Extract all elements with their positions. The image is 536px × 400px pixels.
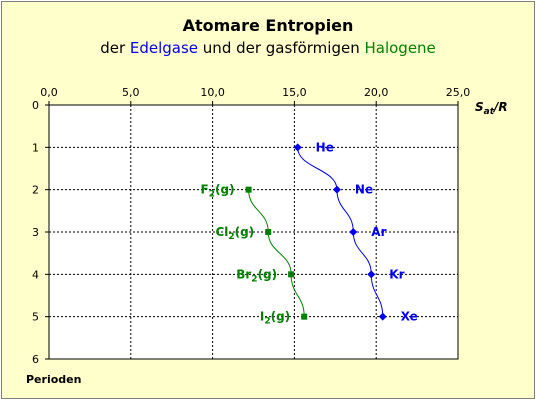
subtitle-part-3: und der gasförmigen [198, 39, 365, 57]
data-point-marker [349, 228, 358, 236]
x-axis-label-tail: /R [492, 100, 508, 114]
point-label-sub: 2 [209, 190, 215, 200]
data-point-label: Ne [355, 183, 373, 197]
x-axis-label: Sat/R [475, 100, 508, 117]
data-point-label: F2(g) [201, 183, 235, 200]
data-point-marker [332, 185, 341, 194]
y-tick-label: 6 [32, 353, 39, 366]
y-tick-label: 1 [32, 141, 39, 154]
subtitle-part-1: der [100, 39, 130, 57]
point-label-main: He [316, 140, 334, 154]
data-point-marker [293, 143, 302, 152]
y-tick-label: 3 [32, 226, 39, 239]
y-tick-label: 4 [32, 268, 39, 281]
point-label-sub: 2 [251, 274, 257, 284]
data-point-label: Ar [371, 225, 386, 239]
y-axis-label: Perioden [26, 373, 81, 386]
chart-title: Atomare Entropien [182, 16, 354, 35]
title-block: Atomare Entropien der Edelgase und der g… [2, 16, 534, 58]
x-axis-label-main: S [475, 100, 484, 114]
point-label-tail: (g) [235, 225, 255, 239]
data-point-label: Cl2(g) [215, 225, 254, 242]
data-point-label: He [316, 140, 334, 154]
point-label-main: Kr [389, 267, 404, 281]
x-tick-label: 20,0 [364, 86, 389, 99]
y-tick-label: 2 [32, 184, 39, 197]
data-point-label: I2(g) [260, 310, 290, 327]
point-label-tail: (g) [215, 183, 235, 197]
x-tick-label: 25,0 [446, 86, 471, 99]
data-point-marker [301, 313, 308, 320]
x-tick-label: 5,0 [122, 86, 140, 99]
subtitle-highlight-noble-gases: Edelgase [129, 39, 199, 57]
grid-lines [49, 105, 458, 359]
data-point-marker [288, 271, 295, 278]
x-axis-label-sub: at [484, 107, 495, 117]
data-point-marker [378, 312, 387, 321]
x-tick-label: 15,0 [282, 86, 307, 99]
point-label-tail: (g) [271, 310, 291, 324]
y-axis-ticks: 0 1 2 3 4 5 6 [32, 99, 49, 366]
data-point-label: Xe [401, 310, 418, 324]
y-tick-label: 0 [32, 99, 39, 112]
y-tick-label: 5 [32, 311, 39, 324]
x-tick-label: 0,0 [40, 86, 58, 99]
data-point-label: Br2(g) [236, 267, 277, 284]
point-label-tail: (g) [258, 267, 278, 281]
point-label-sub: 2 [228, 232, 234, 242]
point-label-main: Ne [355, 183, 373, 197]
data-point-marker [245, 186, 252, 193]
chart-subtitle: der Edelgase und der gasförmigen Halogen… [2, 38, 534, 58]
point-label-main: F [201, 183, 209, 197]
point-label-main: Xe [401, 310, 418, 324]
data-point-label: Kr [389, 267, 404, 281]
x-tick-label: 10,0 [200, 86, 225, 99]
x-axis-ticks: 0,0 5,0 10,0 15,0 20,0 25,0 [40, 86, 470, 105]
point-label-main: Ar [371, 225, 386, 239]
point-label-main: I [260, 310, 264, 324]
data-point-marker [367, 270, 376, 279]
point-label-sub: 2 [264, 317, 270, 327]
subtitle-highlight-halogens: Halogene [364, 39, 436, 57]
data-point-marker [265, 229, 272, 235]
point-label-main: Cl [215, 225, 228, 239]
point-label-main: Br [236, 267, 251, 281]
series-line-1 [248, 189, 305, 317]
